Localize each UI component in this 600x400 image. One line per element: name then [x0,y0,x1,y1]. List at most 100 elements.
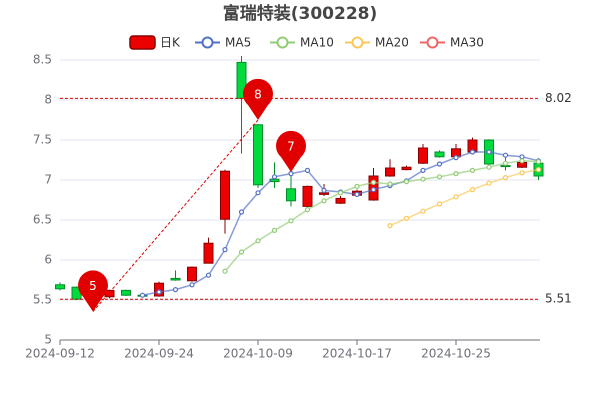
ma-point [370,187,377,193]
legend-label: MA5 [225,36,251,50]
reference-label: 8.02 [545,91,572,105]
candle-body [385,167,395,177]
mark-pin [243,78,274,120]
y-tick-label: 5 [44,333,52,347]
candle-body [335,197,346,204]
ma-point [222,247,228,253]
ma-point [502,152,509,158]
candle-body [434,151,445,158]
y-tick-label: 7.5 [33,133,52,147]
ma-point [337,190,344,196]
candle-body [121,289,131,296]
ma-point [255,238,261,244]
ma-point [304,207,311,213]
mark-pin [78,270,108,312]
ma-point [502,160,509,166]
ma-point [403,179,410,185]
ma-point [222,268,228,274]
ma-point [453,155,459,161]
legend-symbol [426,36,439,49]
candle-body [203,242,214,264]
ma-point [486,164,492,170]
y-tick-label: 7 [44,173,52,187]
ma-line [142,151,539,296]
ma-point [321,187,327,193]
candle-body [418,147,428,164]
candle-body [302,185,313,207]
ma-point [255,190,261,196]
ma-point [370,179,377,185]
ma-line [224,160,539,272]
y-tick-label: 8 [44,93,52,107]
ma-point [502,175,509,181]
candle-body [401,166,412,171]
candle-body [319,192,329,195]
ma-point [519,170,525,176]
ma-point [469,167,476,173]
candle-body [220,170,230,220]
ma-point [321,198,327,204]
candle-body [55,284,65,290]
ma-point [304,167,311,173]
ma-point [535,159,542,165]
legend-label: MA10 [300,36,334,50]
x-tick-label: 2024-10-17 [322,347,392,361]
trend-line [92,119,259,312]
ma-point [453,171,459,177]
legend-symbol [201,36,214,49]
legend-label: MA30 [450,36,484,50]
ma-point [238,209,245,215]
ma-point [238,249,245,255]
ma-point [420,167,426,173]
ma-point [354,183,360,189]
candle-body [286,188,296,202]
ma-point [469,149,476,155]
x-tick-label: 2024-09-24 [124,347,194,361]
ma-point [453,194,459,200]
y-tick-label: 5.5 [33,293,52,307]
legend-symbol [351,36,364,49]
reference-label: 5.51 [545,292,572,306]
ma-point [420,176,426,182]
chart-title: 富瑞特装(300228) [223,3,378,24]
ma-point [519,158,525,164]
ma-line [389,168,539,227]
ma-point [420,208,426,214]
ma-point [519,154,525,160]
ma-point [486,149,492,155]
y-tick-label: 6 [44,253,52,267]
mark-label: 5 [89,279,97,293]
ma-point [139,292,146,298]
ma-point [288,218,294,224]
ma-point [271,227,278,233]
ma-point [403,215,410,221]
legend-symbol [129,35,156,50]
ma-point [172,287,179,293]
mark-label: 7 [287,140,295,154]
ma-point [469,187,476,193]
ma-point [436,161,443,167]
y-tick-label: 6.5 [33,213,52,227]
mark-pin [276,130,306,172]
x-tick-label: 2024-09-12 [25,347,95,361]
candle-body [187,266,197,282]
ma-point [436,201,443,207]
candle-body [170,277,181,281]
ma-point [387,181,393,187]
ma-point [189,282,195,288]
ma-point [535,167,542,173]
legend-symbol [276,36,289,49]
legend-label: 日K [160,36,181,50]
ma-point [354,191,360,197]
candle-body [253,124,263,186]
ma-point [436,174,443,180]
ma-point [156,289,162,295]
y-tick-label: 8.5 [33,53,52,67]
ma-point [486,180,492,186]
legend-label: MA20 [375,36,409,50]
x-tick-label: 2024-10-25 [421,347,491,361]
ma-point [387,223,393,229]
mark-label: 8 [254,88,262,102]
ma-point [271,174,278,180]
